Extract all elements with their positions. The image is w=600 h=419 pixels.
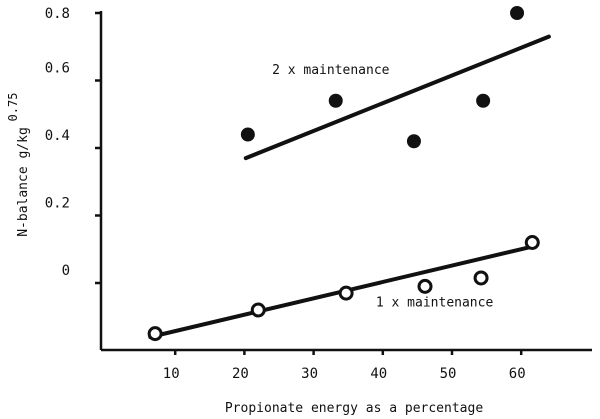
series-label: 1 x maintenance — [376, 296, 494, 311]
open-data-point — [147, 326, 163, 342]
x-tick-label: 60 — [509, 366, 526, 382]
fit-line — [243, 34, 551, 161]
x-axis-label: Propionate energy as a percentage — [225, 401, 483, 416]
y-tick-label: 0.4 — [45, 128, 70, 144]
filled-data-point — [476, 93, 491, 108]
x-tick-label: 10 — [163, 366, 180, 382]
x-tick-label: 20 — [232, 366, 249, 382]
open-data-point — [338, 285, 354, 301]
filled-data-point — [406, 134, 421, 149]
series-label: 2 x maintenance — [272, 63, 390, 78]
y-tick-label: 0 — [62, 263, 70, 279]
filled-data-point — [510, 6, 525, 20]
y-tick-label: 0.8 — [45, 6, 70, 22]
open-data-point — [524, 235, 540, 250]
filled-data-point — [240, 127, 255, 142]
x-tick-label: 30 — [301, 366, 318, 382]
x-tick-label: 50 — [440, 366, 457, 382]
y-axis-label-superscript: 0.75 — [6, 93, 20, 122]
open-data-point — [250, 302, 266, 318]
open-data-point — [473, 270, 489, 286]
axes: 0 0.2 0.4 0.6 0.8 10 20 30 40 50 60 — [45, 6, 592, 382]
y-axis-label: N-balance g/kg — [16, 127, 31, 237]
y-tick-label: 0.2 — [45, 196, 70, 212]
open-data-point — [417, 278, 433, 294]
marks: 2 x maintenance 1 x maintenance — [147, 6, 551, 342]
y-tick-label: 0.6 — [45, 61, 70, 77]
filled-data-point — [328, 93, 343, 108]
x-tick-label: 40 — [370, 366, 387, 382]
